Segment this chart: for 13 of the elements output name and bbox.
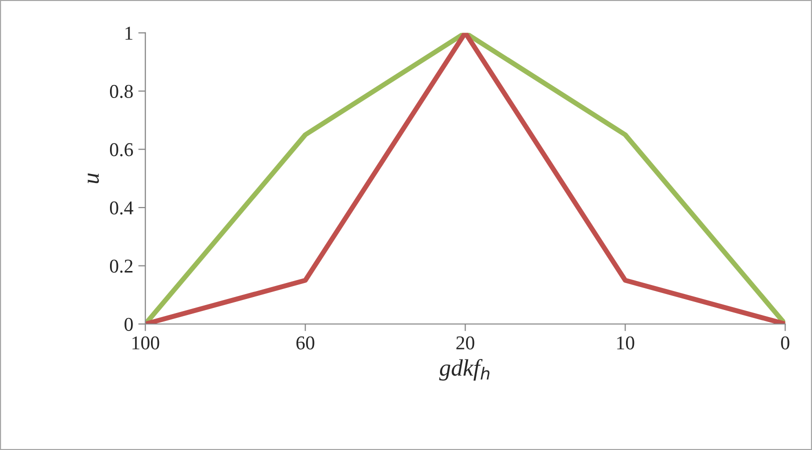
y-tick-label: 0.8 xyxy=(110,84,133,98)
x-tick-label: 0 xyxy=(781,336,790,350)
y-tick-label: 0.6 xyxy=(110,143,133,156)
y-tick-label: 0 xyxy=(124,318,133,331)
x-tick-label: 100 xyxy=(132,336,160,350)
y-axis-title: u xyxy=(88,173,99,184)
y-tick-label: 0.2 xyxy=(110,260,132,273)
x-tick-label: 20 xyxy=(456,336,474,350)
x-axis-title: gdkf$_{h}$ xyxy=(439,358,490,381)
y-tick-label: 1 xyxy=(126,26,132,40)
x-tick-label: 10 xyxy=(617,336,634,350)
y-tick-label: 0.4 xyxy=(110,201,134,215)
x-tick-label: 60 xyxy=(296,336,314,350)
